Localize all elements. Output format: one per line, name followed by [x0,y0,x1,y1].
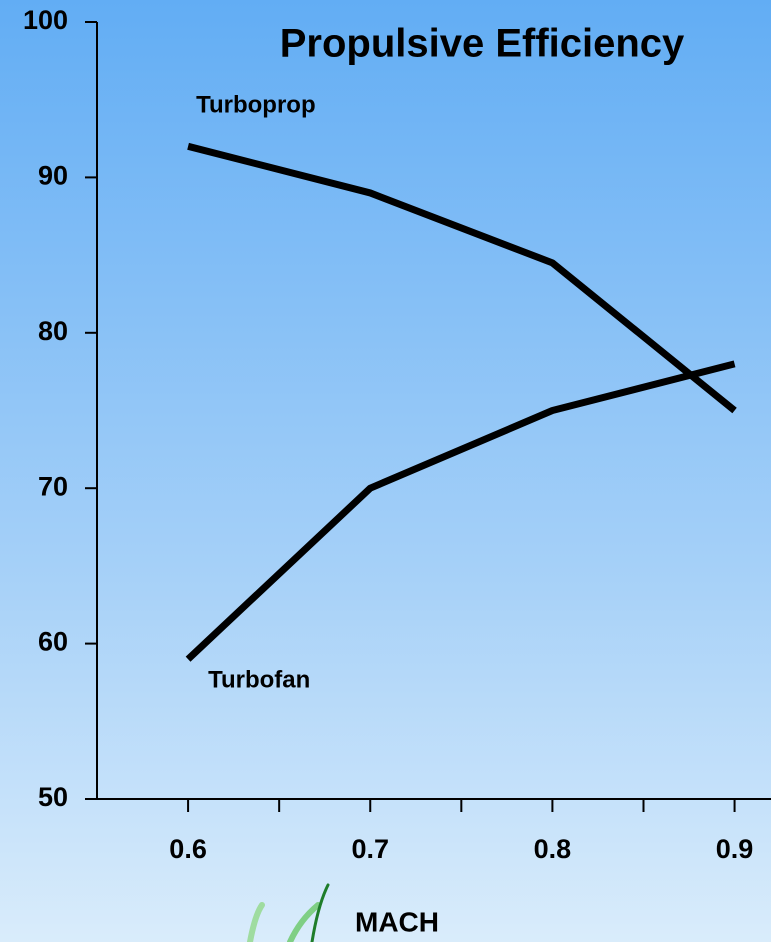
grass-decoration [247,883,330,942]
series-label: Turbofan [208,666,310,693]
y-tick-label: 50 [38,782,68,812]
series-line [185,360,736,662]
series-label: Turboprop [196,92,316,119]
x-axis-label: MACH [355,906,439,937]
series-line [187,142,737,414]
chart-title: Propulsive Efficiency [280,22,685,66]
x-tick-label: 0.7 [351,834,389,864]
x-tick-label: 0.8 [534,834,572,864]
y-tick-label: 80 [38,316,68,346]
x-tick-label: 0.9 [716,834,754,864]
y-tick-label: 90 [38,161,68,191]
x-tick-label: 0.6 [169,834,207,864]
y-tick-label: 100 [23,5,68,35]
y-tick-label: 60 [38,627,68,657]
y-tick-label: 70 [38,471,68,501]
